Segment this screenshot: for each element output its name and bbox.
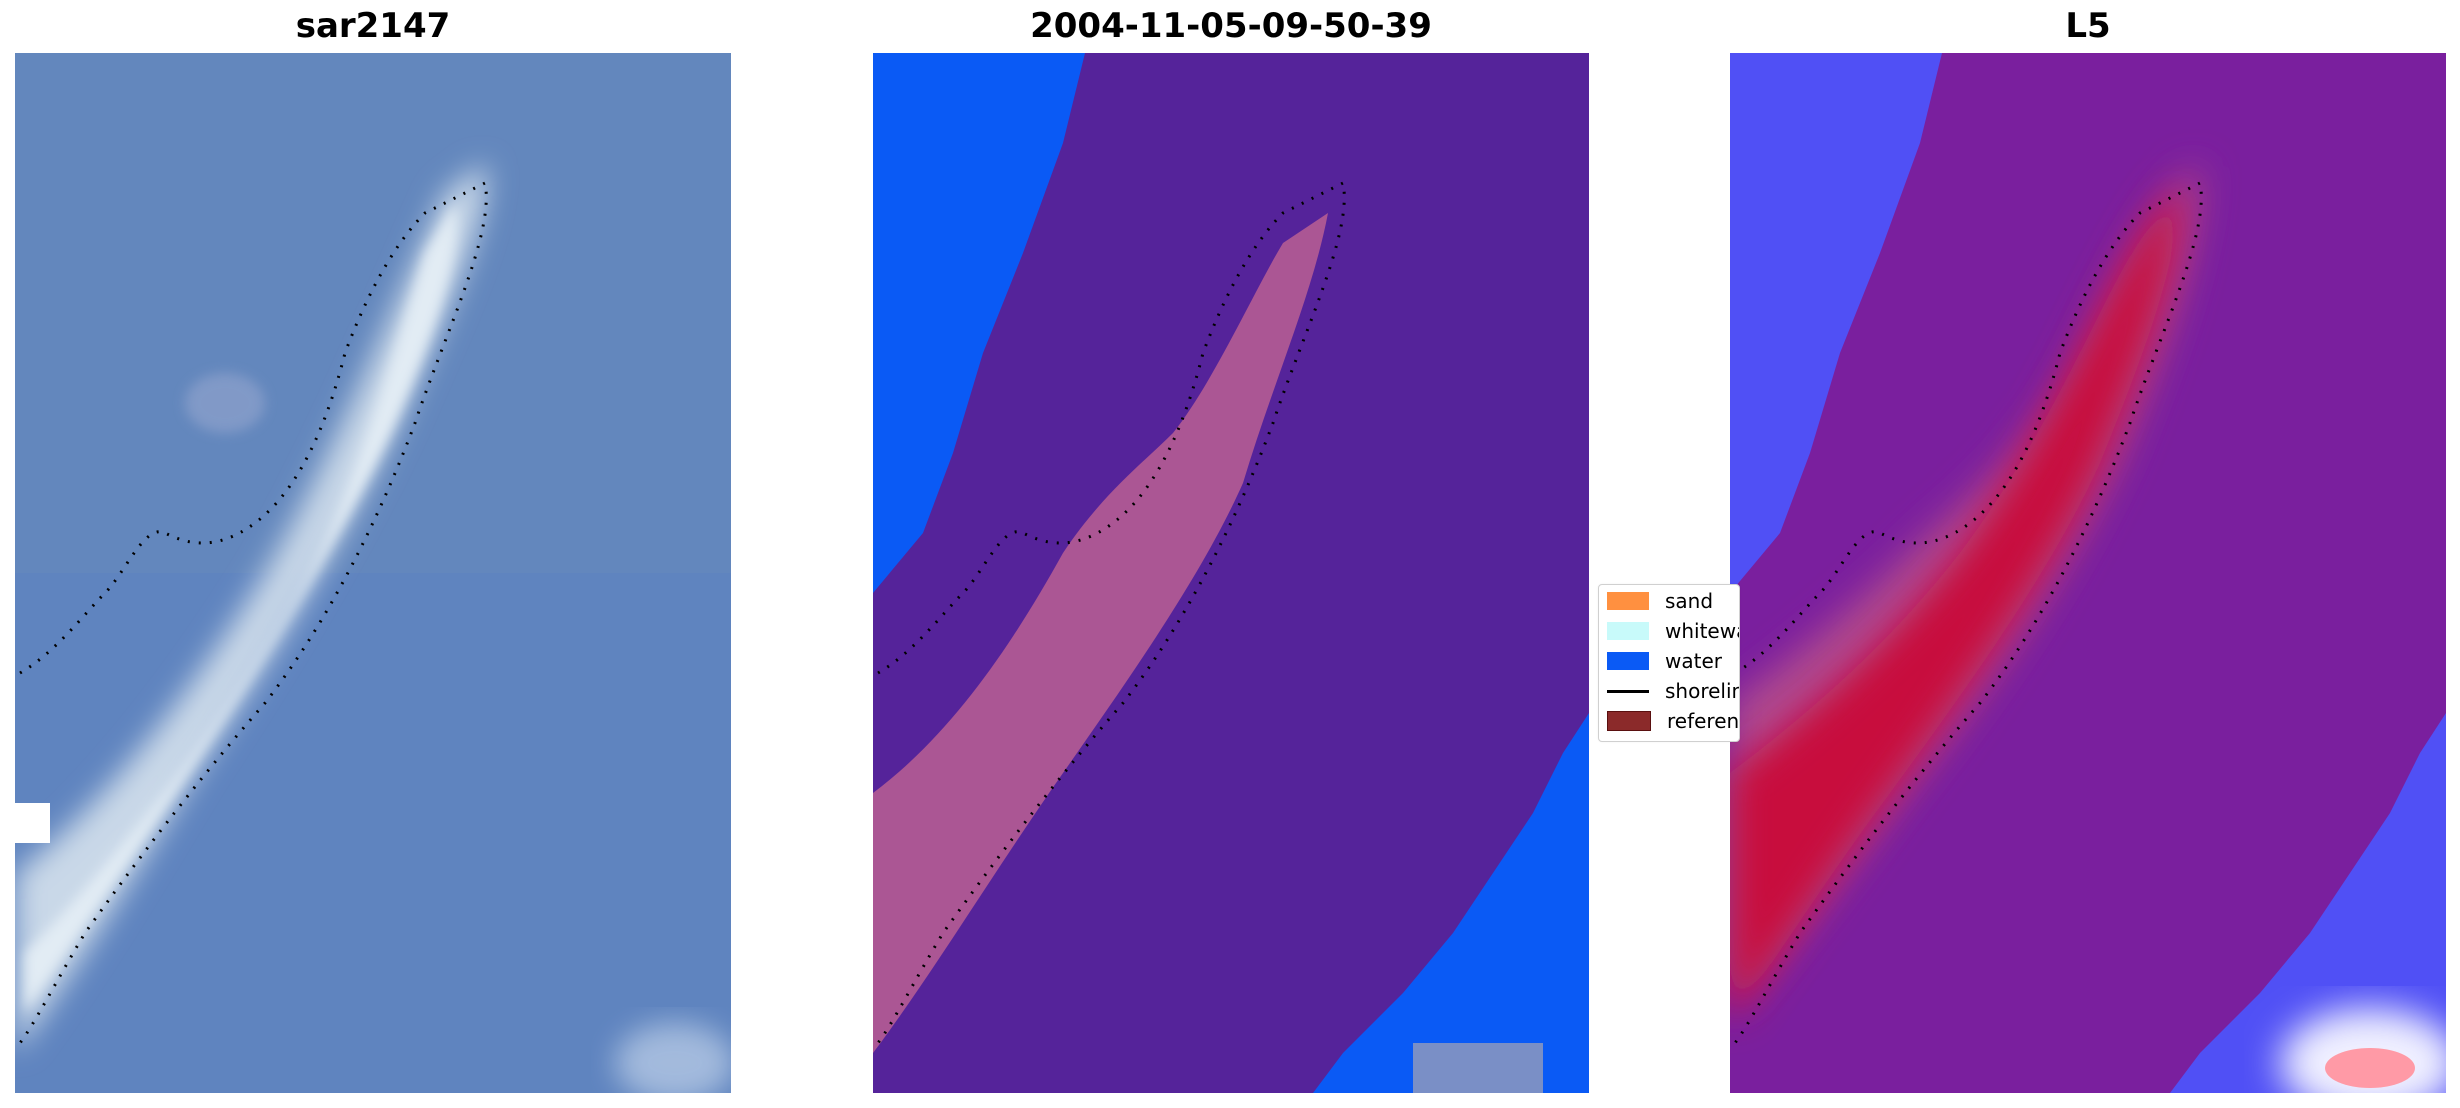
legend-item-shoreline: shoreline [1607, 679, 1739, 703]
classification-image [873, 53, 1589, 1093]
legend: sand whitewater water shoreline referenc… [1598, 584, 1740, 742]
class-land-overlay [873, 53, 1589, 1093]
probability-image [1730, 53, 2446, 1093]
panel-title-rgb: sar2147 [295, 6, 451, 46]
rgb-whitewater [25, 203, 457, 1013]
shoreline-classification [876, 180, 1346, 1044]
legend-label: sand [1665, 589, 1714, 613]
class-unknown-patch [1413, 1043, 1543, 1093]
legend-label: reference [1667, 709, 1740, 733]
classification-panel [873, 53, 1589, 1093]
legend-label: whitewater [1665, 619, 1739, 643]
sand-swatch [1607, 592, 1649, 610]
probability-panel [1730, 53, 2446, 1093]
legend-item-sand: sand [1607, 589, 1713, 613]
prob-land [1730, 53, 2446, 1093]
legend-item-whitewater: whitewater [1607, 619, 1739, 643]
shoreline-line-icon [1607, 689, 1649, 693]
legend-label: water [1665, 649, 1722, 673]
legend-item-water: water [1607, 649, 1722, 673]
class-sand [873, 213, 1328, 1053]
prob-sand [1730, 183, 2180, 1023]
rgb-image [15, 53, 731, 1093]
whitewater-swatch [1607, 622, 1649, 640]
panel-title-classification: 2004-11-05-09-50-39 [1030, 6, 1432, 46]
panel-title-probability: L5 [2065, 6, 2111, 46]
reference-swatch [1607, 711, 1651, 731]
rgb-bright-patch [15, 803, 50, 843]
rgb-image-panel [15, 53, 731, 1093]
shoreline-probability [1733, 180, 2203, 1044]
legend-item-reference: reference [1607, 709, 1740, 733]
shoreline-rgb [18, 180, 488, 1044]
water-swatch [1607, 652, 1649, 670]
legend-label: shoreline [1665, 679, 1739, 703]
